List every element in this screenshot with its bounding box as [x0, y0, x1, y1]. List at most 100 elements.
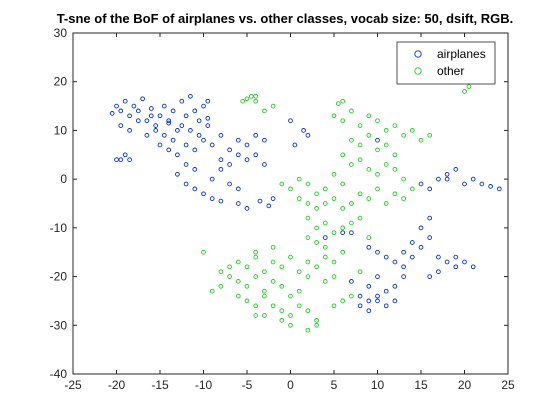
x-tick-label: 15	[414, 378, 428, 392]
data-point-other	[322, 244, 328, 250]
data-point-other	[305, 215, 311, 221]
legend-box	[396, 41, 496, 85]
data-point-airplanes	[205, 123, 211, 128]
data-point-other	[357, 123, 363, 128]
data-point-airplanes	[166, 120, 172, 126]
data-point-other	[279, 318, 285, 323]
data-point-other	[331, 196, 337, 201]
data-point-other	[392, 123, 398, 128]
data-point-airplanes	[244, 157, 250, 163]
data-point-other	[349, 137, 354, 143]
x-tick-label: -15	[151, 378, 169, 392]
data-point-airplanes	[127, 113, 132, 119]
data-point-airplanes	[375, 249, 380, 255]
data-point-airplanes	[218, 157, 224, 163]
data-point-airplanes	[218, 132, 224, 138]
data-point-other	[296, 303, 302, 309]
x-tick-label: 10	[371, 378, 385, 392]
data-point-airplanes	[301, 128, 306, 133]
data-point-other	[262, 288, 267, 294]
data-point-airplanes	[418, 181, 424, 187]
data-point-airplanes	[470, 264, 476, 270]
data-point-airplanes	[366, 298, 372, 304]
data-point-airplanes	[401, 249, 406, 255]
data-point-other	[366, 167, 372, 172]
legend-label-airplanes: airplanes	[437, 47, 486, 61]
data-point-other	[305, 308, 311, 314]
data-point-airplanes	[375, 298, 380, 304]
data-point-airplanes	[144, 132, 150, 138]
data-point-airplanes	[218, 167, 224, 172]
data-point-airplanes	[453, 167, 459, 172]
y-tick-label: 0	[60, 172, 67, 186]
data-point-other	[209, 288, 215, 294]
data-point-airplanes	[427, 274, 433, 279]
data-point-airplanes	[496, 186, 502, 192]
data-point-other	[366, 132, 372, 138]
data-point-other	[235, 293, 241, 299]
data-point-other	[418, 137, 424, 143]
data-point-airplanes	[227, 162, 232, 167]
y-tick-label: -40	[50, 367, 68, 381]
data-point-other	[279, 181, 285, 187]
data-point-other	[331, 274, 337, 279]
data-point-airplanes	[175, 128, 180, 133]
data-point-airplanes	[470, 176, 476, 182]
data-point-other	[253, 303, 259, 309]
data-point-other	[349, 162, 354, 167]
data-point-other	[409, 128, 415, 133]
data-point-airplanes	[305, 132, 311, 138]
data-point-other	[340, 152, 346, 158]
data-point-airplanes	[188, 128, 193, 133]
data-point-other	[349, 293, 354, 299]
data-point-airplanes	[375, 293, 380, 299]
data-point-other	[375, 171, 380, 177]
data-point-airplanes	[262, 162, 267, 167]
data-point-other	[305, 181, 311, 187]
data-point-airplanes	[392, 259, 398, 265]
data-point-airplanes	[401, 274, 406, 279]
data-point-other	[340, 181, 346, 187]
y-tick-label: -10	[50, 221, 68, 235]
data-point-airplanes	[122, 152, 128, 158]
data-point-airplanes	[349, 279, 354, 284]
data-point-other	[279, 308, 285, 314]
data-point-airplanes	[161, 132, 167, 138]
data-point-airplanes	[148, 113, 154, 119]
data-point-other	[383, 142, 389, 148]
data-point-airplanes	[192, 186, 198, 192]
data-point-other	[314, 240, 319, 245]
data-point-other	[340, 98, 346, 104]
data-point-airplanes	[192, 108, 198, 114]
data-point-other	[314, 322, 319, 328]
data-point-airplanes	[201, 103, 206, 109]
data-point-airplanes	[192, 147, 198, 153]
y-tick-label: -20	[50, 270, 68, 284]
data-point-other	[296, 196, 302, 201]
data-point-airplanes	[183, 113, 189, 119]
data-point-other	[240, 98, 246, 104]
data-point-other	[244, 264, 250, 270]
data-point-other	[340, 225, 346, 231]
data-point-other	[401, 176, 406, 182]
data-point-other	[401, 132, 406, 138]
data-point-other	[288, 186, 293, 192]
data-point-other	[314, 318, 319, 323]
data-point-other	[383, 201, 389, 206]
data-point-airplanes	[257, 198, 263, 204]
data-point-other	[383, 162, 389, 167]
data-point-other	[253, 274, 259, 279]
data-point-other	[322, 201, 328, 206]
data-point-other	[427, 132, 433, 138]
data-point-other	[253, 313, 259, 318]
data-point-other	[296, 288, 302, 294]
data-point-airplanes	[205, 98, 211, 104]
x-tick-label: -20	[108, 378, 126, 392]
data-point-other	[235, 279, 241, 284]
data-point-airplanes	[436, 269, 441, 275]
data-point-other	[366, 235, 372, 240]
data-point-other	[375, 147, 380, 153]
data-point-other	[296, 176, 302, 182]
data-point-airplanes	[409, 240, 415, 245]
data-point-other	[366, 196, 372, 201]
